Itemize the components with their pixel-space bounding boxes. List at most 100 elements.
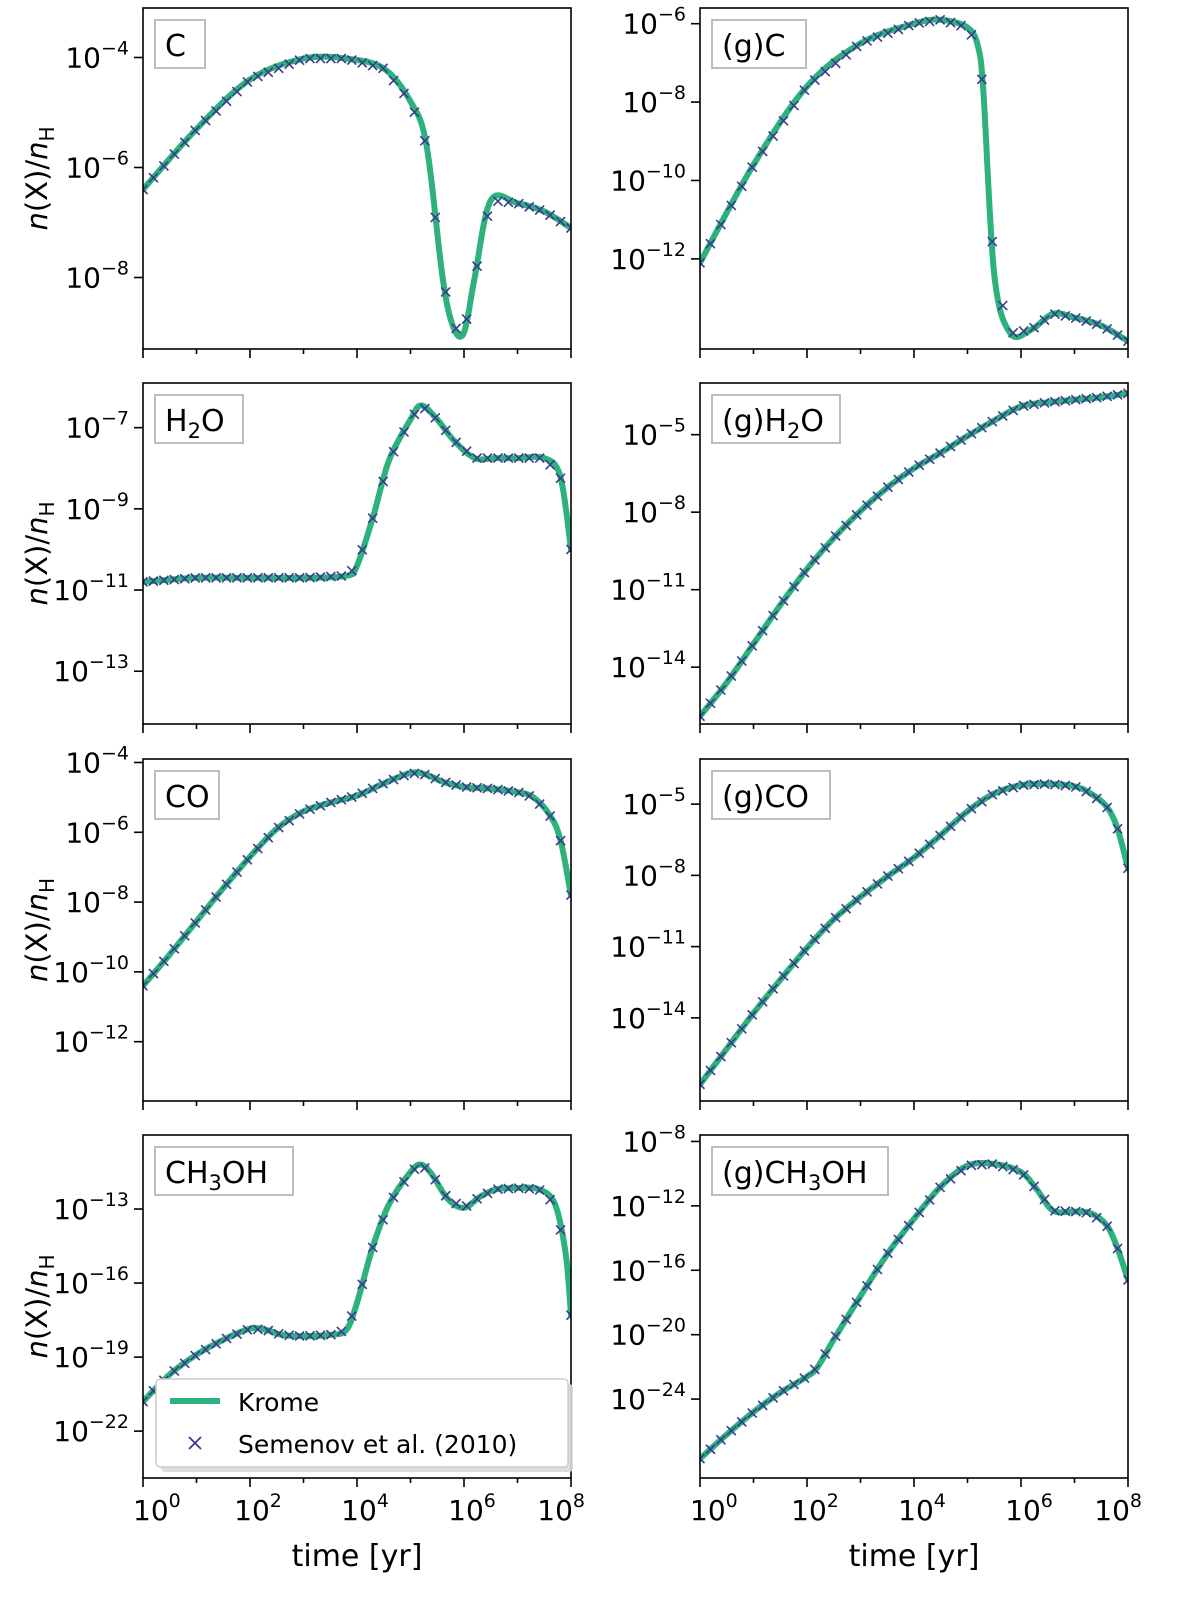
semenov-point	[1112, 329, 1123, 341]
semenov-point	[346, 565, 357, 576]
legend-semenov-label: Semenov et al. (2010)	[238, 1430, 517, 1459]
semenov-point	[945, 1173, 956, 1184]
y-tick-label: 10−10	[53, 952, 129, 989]
semenov-point	[1039, 314, 1050, 326]
semenov-point	[346, 791, 357, 803]
semenov-markers	[700, 779, 1128, 1090]
semenov-markers	[143, 53, 571, 334]
x-axis-label: time [yr]	[292, 1539, 423, 1574]
semenov-point	[252, 71, 263, 82]
semenov-point	[169, 574, 180, 585]
semenov-point	[284, 1330, 295, 1341]
y-tick-label: 10−8	[622, 855, 686, 892]
semenov-point	[492, 196, 503, 207]
semenov-point	[284, 572, 295, 583]
krome-line	[143, 1161, 571, 1405]
semenov-point	[482, 453, 493, 464]
semenov-point	[987, 416, 998, 427]
semenov-point	[914, 1207, 925, 1218]
semenov-point	[705, 698, 716, 709]
x-tick-label: 104	[341, 1490, 389, 1527]
semenov-point	[1049, 779, 1060, 790]
semenov-point	[242, 572, 253, 583]
semenov-point	[367, 1242, 378, 1253]
semenov-point	[284, 815, 295, 826]
semenov-point	[914, 460, 925, 471]
semenov-point	[492, 1184, 503, 1195]
y-tick-label: 10−20	[610, 1315, 686, 1352]
species-label-box	[154, 770, 220, 820]
semenov-point	[430, 412, 441, 423]
semenov-point	[1091, 319, 1102, 330]
y-tick-label: 10−8	[622, 492, 686, 529]
semenov-point	[1112, 1243, 1123, 1254]
semenov-point	[357, 1279, 368, 1290]
semenov-point	[190, 125, 201, 136]
semenov-point	[451, 437, 462, 448]
y-tick-label: 10−12	[610, 1186, 686, 1223]
semenov-point	[966, 803, 977, 814]
semenov-point	[524, 201, 535, 212]
semenov-point	[565, 544, 571, 555]
semenov-point	[367, 783, 378, 794]
semenov-point	[336, 1326, 347, 1337]
semenov-point	[1018, 400, 1029, 411]
semenov-point	[357, 788, 368, 799]
semenov-point	[336, 794, 347, 805]
y-tick-label: 10−6	[622, 4, 686, 41]
species-label: (g)C	[722, 29, 785, 64]
semenov-point	[809, 1364, 820, 1375]
semenov-point	[409, 409, 420, 420]
semenov-point	[1018, 325, 1029, 336]
semenov-point	[726, 1425, 737, 1436]
y-tick-label: 10−9	[65, 489, 129, 526]
semenov-point	[555, 835, 566, 846]
semenov-point	[799, 1373, 810, 1384]
semenov-point	[893, 474, 904, 485]
legend-box	[155, 1378, 569, 1468]
semenov-point	[861, 886, 873, 897]
panel-h2o: 10−7 10−9 10−11 10−13 H2​O n(X)/nH	[20, 382, 572, 733]
y-axis-label: n(X)/nH	[20, 126, 59, 230]
semenov-point	[294, 572, 305, 583]
semenov-point	[1102, 802, 1113, 813]
semenov-point	[294, 1330, 305, 1341]
semenov-point	[1060, 310, 1071, 322]
semenov-point	[976, 796, 987, 807]
axes-frame	[142, 382, 572, 725]
semenov-point	[757, 146, 768, 157]
species-label-box	[711, 394, 841, 444]
semenov-point	[294, 55, 305, 66]
semenov-point	[809, 934, 820, 945]
semenov-point	[705, 1444, 716, 1455]
semenov-point	[221, 96, 232, 107]
semenov-point	[378, 63, 389, 74]
krome-line	[700, 16, 1128, 345]
semenov-point	[513, 198, 524, 209]
semenov-point	[430, 212, 441, 223]
semenov-point	[726, 200, 737, 211]
semenov-point	[482, 783, 493, 794]
x-tick-label: 106	[448, 1490, 496, 1527]
semenov-point	[430, 1174, 441, 1185]
semenov-point	[924, 16, 935, 27]
semenov-point	[715, 1434, 726, 1445]
semenov-point	[482, 1188, 493, 1199]
semenov-point	[715, 1051, 726, 1062]
semenov-point	[820, 66, 831, 77]
semenov-point	[524, 453, 535, 464]
semenov-point	[367, 60, 378, 71]
semenov-point	[757, 996, 768, 1007]
semenov-point	[1102, 391, 1113, 402]
semenov-point	[955, 811, 967, 823]
semenov-point	[315, 53, 326, 64]
axes-frame	[699, 382, 1129, 725]
semenov-point	[1102, 323, 1113, 334]
semenov-point	[861, 35, 873, 46]
semenov-point	[935, 14, 946, 25]
semenov-point	[997, 410, 1008, 422]
semenov-point	[419, 403, 430, 414]
semenov-point	[555, 1224, 566, 1236]
semenov-point	[955, 20, 967, 31]
y-tick-label: 10−13	[53, 1189, 129, 1226]
